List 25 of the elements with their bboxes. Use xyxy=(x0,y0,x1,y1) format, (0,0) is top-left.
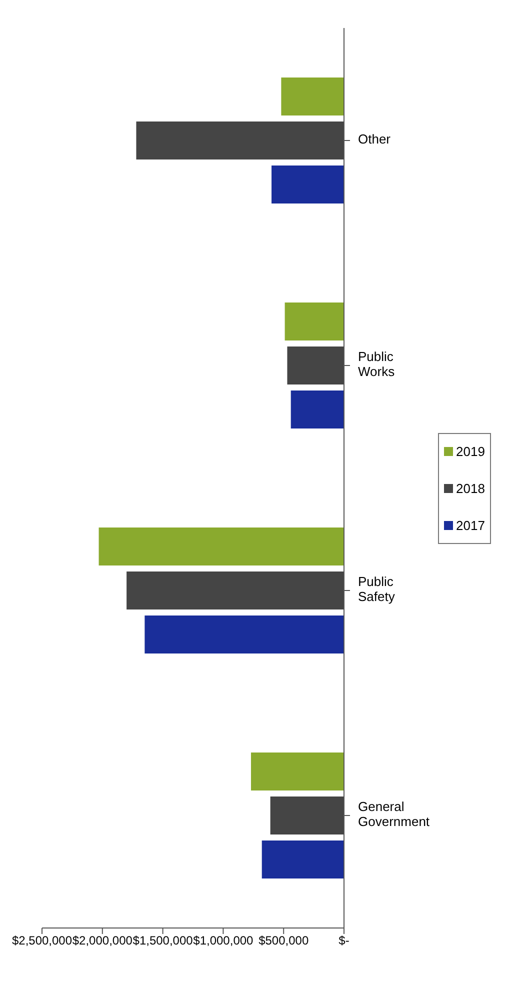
y-tick-label: Public Safety xyxy=(358,574,396,604)
bar xyxy=(290,390,344,428)
bar xyxy=(136,122,344,160)
x-tick-label: $1,000,000 xyxy=(193,934,254,948)
bar xyxy=(287,346,344,384)
bar xyxy=(126,572,344,610)
legend-label: 2017 xyxy=(456,518,485,532)
bar xyxy=(262,840,344,878)
bar xyxy=(284,302,344,340)
y-tick-label: Other xyxy=(358,132,392,147)
bar xyxy=(144,616,344,654)
x-tick-label: $1,500,000 xyxy=(132,934,194,948)
x-tick-label: $2,000,000 xyxy=(72,934,133,948)
x-tick-label: $- xyxy=(338,934,350,948)
bar xyxy=(281,78,344,116)
bar xyxy=(98,528,344,566)
bar xyxy=(250,752,344,790)
legend-label: 2018 xyxy=(456,480,485,496)
x-tick-label: $2,500,000 xyxy=(12,934,72,948)
x-tick-label: $500,000 xyxy=(258,934,309,948)
bar xyxy=(270,796,344,834)
legend-label: 2019 xyxy=(456,444,485,458)
y-tick-label: General Government xyxy=(358,799,430,830)
y-tick-label: Public Works xyxy=(358,349,396,380)
bar xyxy=(272,166,344,204)
